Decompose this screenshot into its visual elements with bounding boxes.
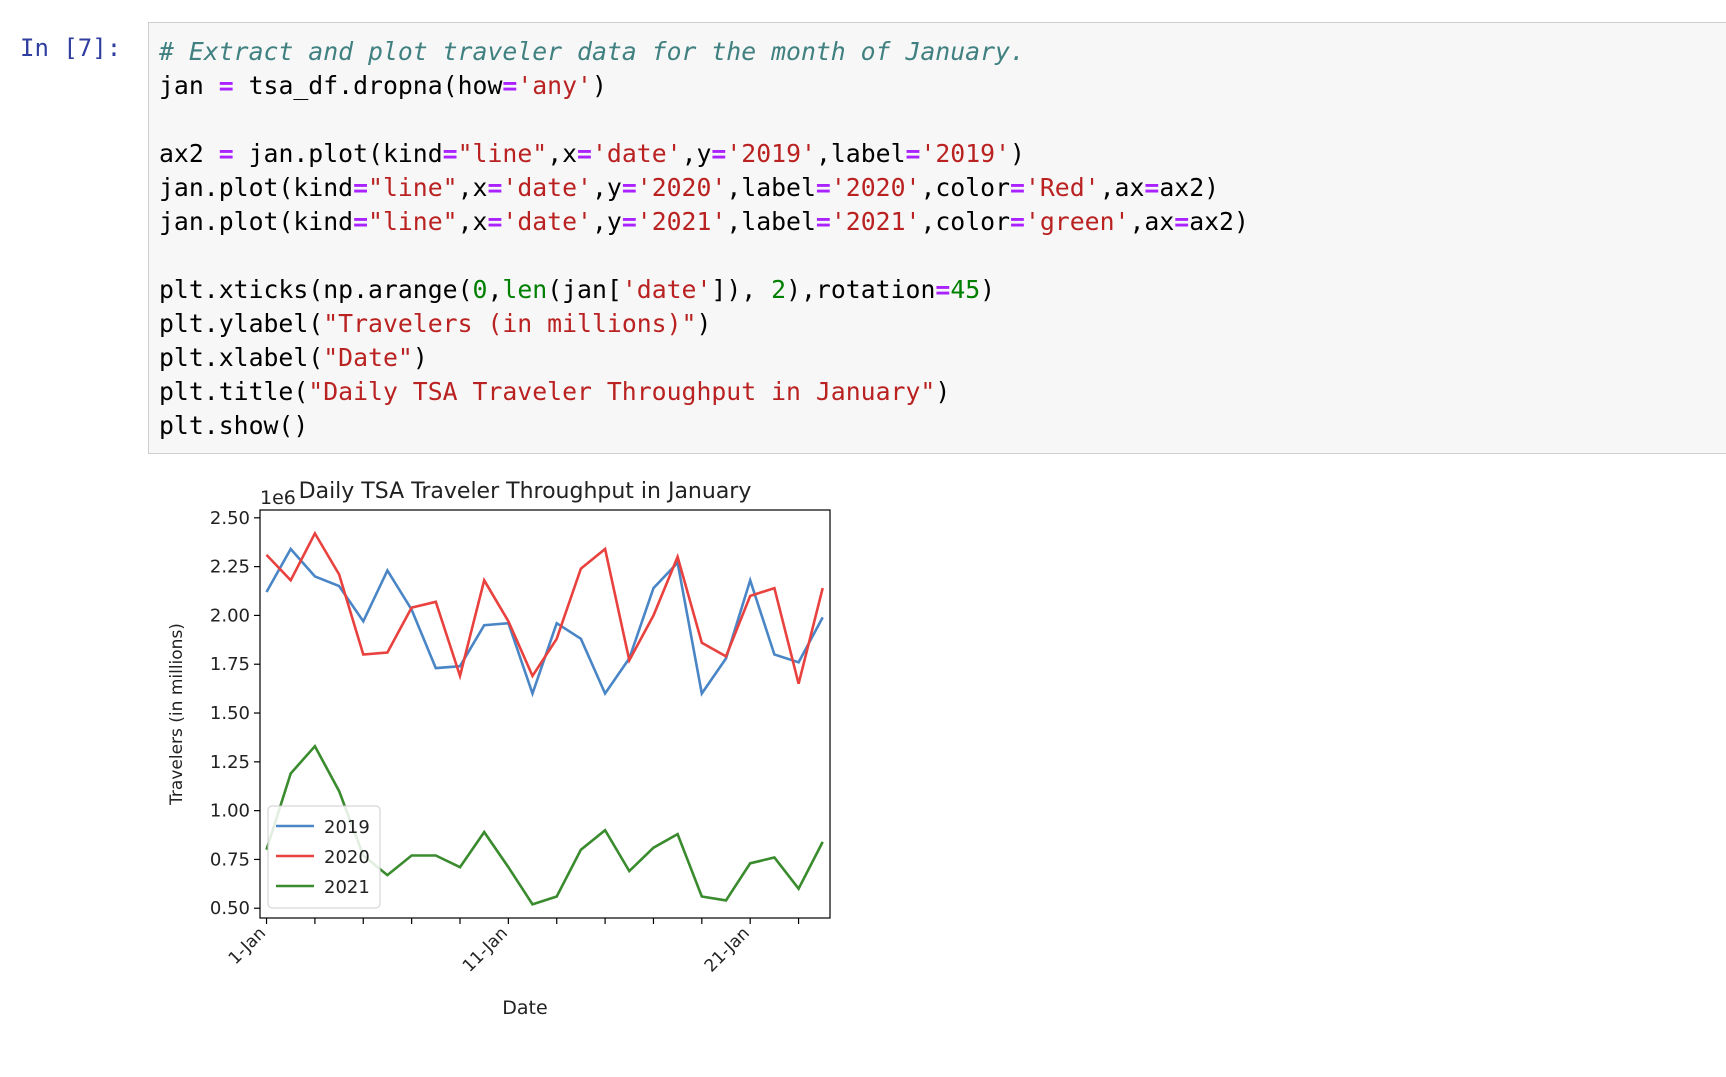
y-tick-label: 2.50	[210, 508, 250, 529]
code-editor[interactable]: # Extract and plot traveler data for the…	[159, 35, 1249, 443]
series-line-2020	[265, 530, 824, 685]
plot-area-frame	[259, 509, 831, 919]
y-tick-label: 1.25	[210, 752, 250, 773]
y-tick-label: 1.75	[210, 654, 250, 675]
code-cell[interactable]: # Extract and plot traveler data for the…	[148, 22, 1726, 454]
code-line: # Extract and plot traveler data for the…	[159, 37, 1025, 66]
x-axis-label: Date	[502, 997, 547, 1019]
x-tick-label: 11-Jan	[459, 923, 512, 976]
code-line: plt.show()	[159, 411, 309, 440]
chart-title: Daily TSA Traveler Throughput in January	[299, 479, 752, 504]
code-line: plt.title("Daily TSA Traveler Throughput…	[159, 377, 951, 406]
legend-entry-label: 2019	[324, 817, 370, 838]
y-tick-label: 2.00	[210, 605, 250, 626]
y-tick-label: 0.50	[210, 898, 250, 919]
cell-prompt: In [7]:	[20, 34, 122, 62]
legend-entry-label: 2020	[324, 847, 370, 868]
code-line: jan.plot(kind="line",x='date',y='2020',l…	[159, 173, 1220, 202]
y-tick-label: 0.75	[210, 849, 250, 870]
code-line: plt.xticks(np.arange(0,len(jan['date']),…	[159, 275, 996, 304]
y-axis-offset-label: 1e6	[260, 487, 296, 509]
code-line: plt.xlabel("Date")	[159, 343, 428, 372]
x-tick-label: 1-Jan	[225, 923, 270, 968]
code-line: jan = tsa_df.dropna(how='any')	[159, 71, 607, 100]
output-area: 0.50 0.75 1.00 1.25 1.50 1.75 2.00 2.25 2.50 1-Ja…	[160, 470, 920, 1075]
x-tick-label: 21-Jan	[701, 923, 754, 976]
y-tick-label: 1.50	[210, 703, 250, 724]
y-tick-label: 2.25	[210, 557, 250, 578]
code-line: jan.plot(kind="line",x='date',y='2021',l…	[159, 207, 1249, 236]
y-tick-label: 1.00	[210, 801, 250, 822]
code-line: ax2 = jan.plot(kind="line",x='date',y='2…	[159, 139, 1025, 168]
line-chart: 0.50 0.75 1.00 1.25 1.50 1.75 2.00 2.25 2.50 1-Ja…	[167, 479, 831, 1019]
legend-box	[267, 805, 381, 909]
y-axis-label: Travelers (in millions)	[167, 623, 187, 806]
legend-entry-label: 2021	[324, 877, 370, 898]
legend: 2019 2020 2021	[267, 805, 381, 909]
code-line: plt.ylabel("Travelers (in millions)")	[159, 309, 712, 338]
